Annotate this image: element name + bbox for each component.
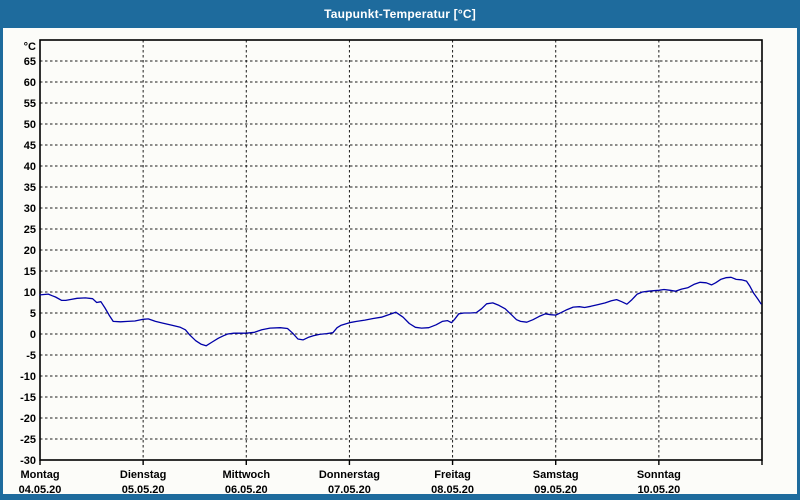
window-titlebar[interactable]: Taupunkt-Temperatur [°C] bbox=[0, 0, 800, 28]
chart-area bbox=[3, 28, 797, 494]
window-title: Taupunkt-Temperatur [°C] bbox=[324, 7, 476, 21]
